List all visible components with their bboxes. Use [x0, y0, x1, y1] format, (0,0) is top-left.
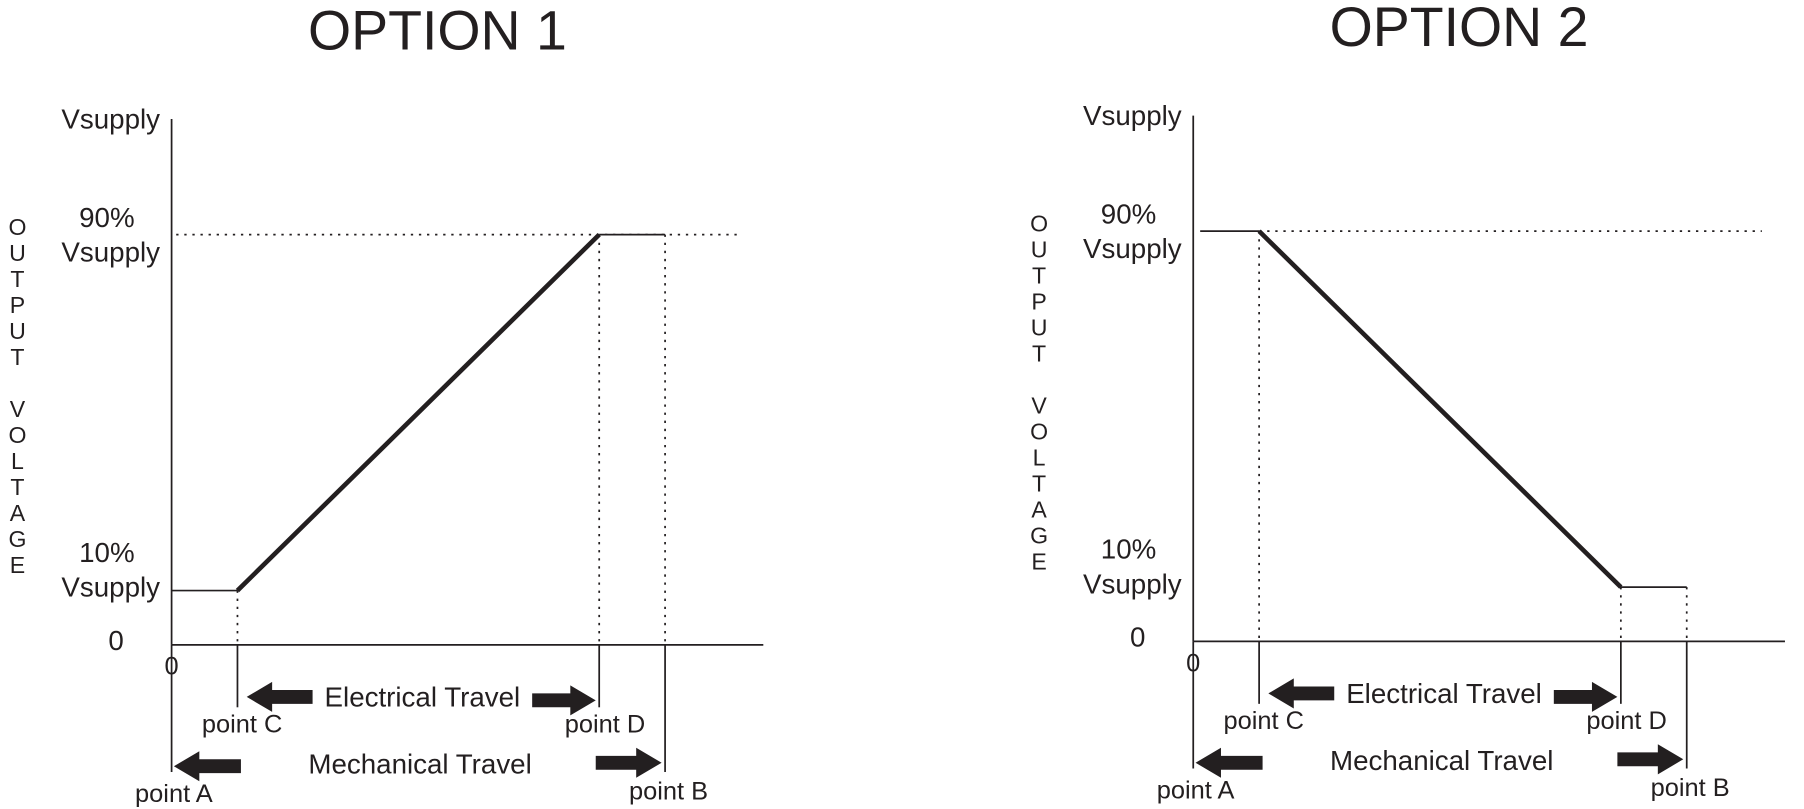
arrow	[1195, 747, 1263, 778]
point-label: point D	[565, 711, 646, 739]
y-label: 0	[108, 625, 123, 656]
y-label: Vsupply	[61, 104, 160, 135]
panel-title: OPTION 1	[308, 0, 567, 61]
y-label: Vsupply	[1083, 568, 1182, 599]
travel-label: Mechanical Travel	[1330, 745, 1553, 776]
travel-label: Mechanical Travel	[308, 749, 531, 780]
arrow	[532, 685, 596, 716]
y-label: 10%	[79, 537, 134, 568]
arrow	[1617, 744, 1684, 775]
point-label: point D	[1586, 707, 1667, 735]
curve-ramp	[1257, 229, 1623, 589]
y-axis-label: OUTPUT VOLTAGE	[4, 214, 30, 578]
travel-label: Electrical Travel	[325, 682, 521, 713]
y-label: 0	[1130, 621, 1145, 652]
point-label: point A	[135, 780, 213, 808]
y-label: 90%	[1101, 198, 1156, 229]
y-label: Vsupply	[1083, 233, 1182, 264]
point-label: point A	[1157, 776, 1235, 804]
arrow	[1268, 678, 1335, 709]
arrow	[1553, 681, 1618, 712]
y-label: Vsupply	[1083, 100, 1182, 131]
travel-label: Electrical Travel	[1346, 678, 1542, 709]
y-label: Vsupply	[61, 237, 160, 268]
point-label: point C	[202, 711, 282, 739]
point-label: point B	[629, 778, 708, 806]
y-label: 90%	[79, 202, 134, 233]
panel-title: OPTION 2	[1330, 0, 1589, 58]
point-label: point C	[1223, 707, 1304, 735]
point-label: point B	[1651, 774, 1730, 802]
y-label: 10%	[1101, 534, 1156, 565]
arrow	[595, 747, 662, 778]
arrow	[173, 751, 241, 782]
y-label: Vsupply	[61, 572, 160, 603]
arrow	[246, 681, 313, 712]
y-axis-label: OUTPUT VOLTAGE	[1026, 210, 1052, 574]
curve-ramp	[235, 232, 601, 593]
